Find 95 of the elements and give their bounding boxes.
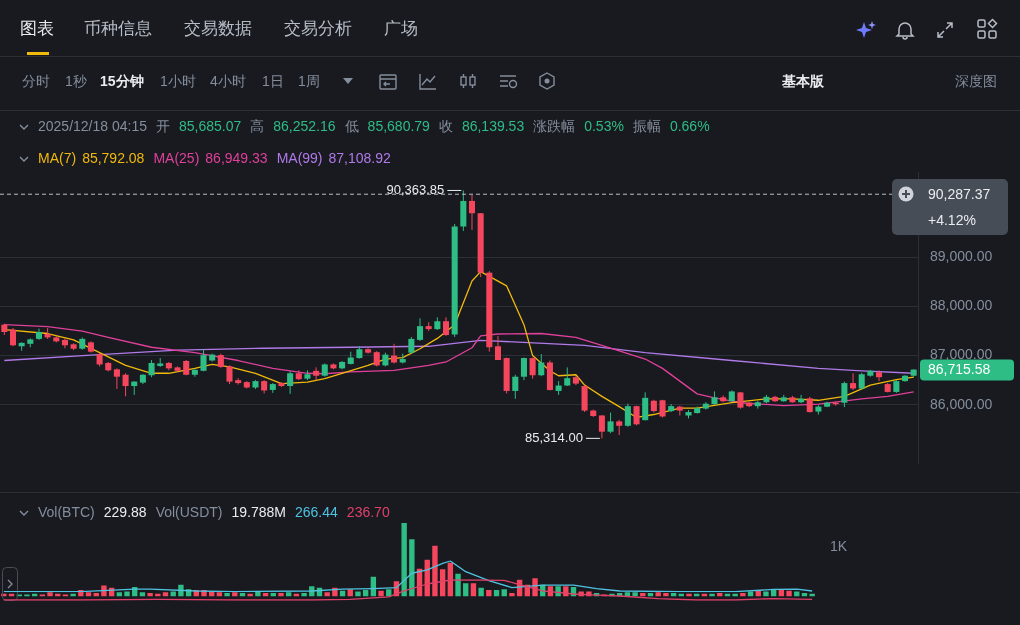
text: 229.88 bbox=[103, 504, 147, 520]
bar bbox=[786, 590, 792, 597]
text: 1日 bbox=[262, 73, 284, 91]
text: 1周 bbox=[298, 73, 320, 91]
text: MA(7) bbox=[38, 150, 77, 166]
bar bbox=[455, 573, 461, 597]
text: 收 bbox=[438, 118, 453, 134]
text: 交易数据 bbox=[184, 18, 252, 40]
text: 币种信息 bbox=[84, 18, 152, 40]
text: 广场 bbox=[384, 18, 418, 40]
text: 86,949.33 bbox=[205, 150, 268, 166]
text: 0.66% bbox=[669, 118, 710, 134]
bar bbox=[478, 587, 484, 597]
text: 86,139.53 bbox=[461, 118, 525, 134]
text: 4小时 bbox=[210, 73, 246, 91]
bar bbox=[101, 585, 107, 597]
candlestick bbox=[538, 353, 545, 377]
bar bbox=[470, 583, 477, 597]
y-tick-label: 89,000.00 bbox=[930, 248, 993, 265]
candlestick bbox=[850, 372, 857, 391]
bar bbox=[486, 589, 492, 597]
candlestick bbox=[313, 366, 320, 381]
candlestick bbox=[287, 370, 294, 395]
y-tick-label: 87,000.00 bbox=[930, 346, 993, 363]
text: 19.788M bbox=[231, 504, 287, 520]
bar bbox=[655, 592, 661, 597]
candlestick bbox=[624, 403, 631, 428]
bar bbox=[355, 591, 361, 597]
candlestick bbox=[876, 369, 883, 382]
bar bbox=[740, 592, 746, 597]
candlestick bbox=[494, 335, 501, 361]
candlestick bbox=[841, 381, 848, 408]
bar bbox=[301, 592, 307, 597]
candlestick bbox=[417, 317, 424, 342]
candlestick bbox=[642, 391, 649, 421]
text: 15分钟 bbox=[100, 73, 144, 91]
candlestick bbox=[598, 414, 605, 439]
text: 266.44 bbox=[295, 504, 338, 520]
text: 基本版 bbox=[782, 73, 824, 91]
text: 236.70 bbox=[346, 504, 390, 520]
text: 0.53% bbox=[584, 118, 624, 134]
text: 2025/12/18 04:15 bbox=[38, 118, 147, 134]
text: 1K bbox=[830, 537, 848, 554]
text: 分时 bbox=[22, 73, 50, 91]
text: 高 bbox=[250, 118, 265, 134]
bar bbox=[224, 592, 230, 597]
bar bbox=[378, 590, 384, 597]
text: 86,715.58 bbox=[928, 361, 991, 378]
bar bbox=[178, 584, 184, 597]
text: 低 bbox=[344, 118, 359, 134]
bar bbox=[124, 591, 130, 597]
y-tick-label: 88,000.00 bbox=[930, 297, 993, 314]
text: 1小时 bbox=[160, 73, 196, 91]
bar bbox=[509, 592, 515, 597]
bar bbox=[663, 592, 669, 597]
text: Vol(USDT) bbox=[155, 504, 223, 520]
text: Vol(BTC) bbox=[38, 504, 95, 520]
y-tick-label: 86,000.00 bbox=[930, 395, 993, 412]
bar bbox=[401, 523, 407, 597]
candlestick bbox=[512, 374, 519, 400]
bar bbox=[147, 592, 153, 597]
candlestick bbox=[468, 194, 476, 231]
candlestick bbox=[113, 367, 120, 390]
price-tag: 90,287.37 +4.12% bbox=[892, 179, 1008, 236]
text: 图表 bbox=[20, 18, 54, 40]
text: 85,685.07 bbox=[179, 118, 242, 134]
text: MA(25) bbox=[153, 150, 200, 166]
bar bbox=[763, 591, 769, 597]
bar bbox=[324, 592, 330, 597]
candlestick bbox=[9, 327, 17, 347]
text: 涨跌幅 bbox=[533, 118, 576, 134]
candlestick bbox=[607, 412, 614, 434]
candlestick bbox=[61, 337, 68, 349]
bar bbox=[409, 539, 415, 597]
text: 85,680.79 bbox=[367, 118, 430, 134]
text: 振幅 bbox=[632, 118, 661, 134]
text: 开 bbox=[156, 118, 170, 134]
ref-line-label: 90,287.37 bbox=[928, 185, 992, 205]
candlestick bbox=[442, 316, 450, 337]
text: 深度图 bbox=[955, 73, 997, 91]
bar bbox=[463, 583, 469, 597]
annotation: 90,363.85 bbox=[386, 182, 445, 198]
text: 1秒 bbox=[65, 73, 87, 91]
candlestick bbox=[226, 364, 233, 385]
text: 86,252.16 bbox=[273, 118, 336, 134]
bar bbox=[278, 592, 284, 597]
bar bbox=[47, 592, 53, 597]
bar bbox=[432, 545, 438, 597]
text: 87,108.92 bbox=[328, 150, 391, 166]
annotation: 85,314.00 bbox=[525, 429, 583, 445]
text: 85,792.08 bbox=[82, 150, 145, 166]
bar bbox=[24, 594, 30, 597]
text: MA(99) bbox=[276, 150, 323, 166]
text: 交易分析 bbox=[284, 18, 352, 40]
candlestick bbox=[122, 372, 129, 397]
